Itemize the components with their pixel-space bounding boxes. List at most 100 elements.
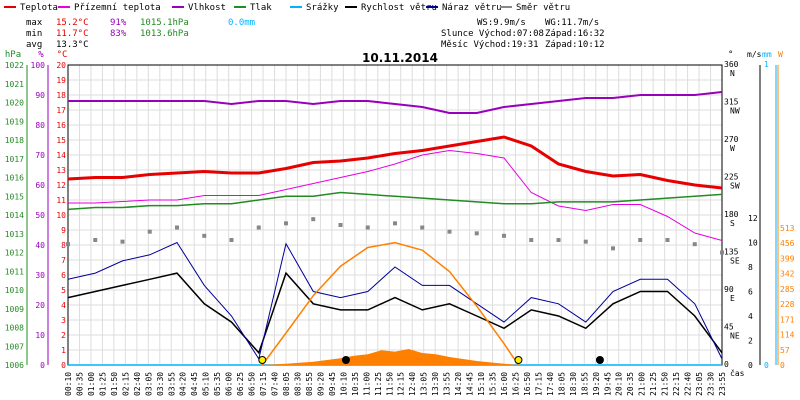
pressure-tick-label: 1020 <box>5 99 24 108</box>
stats-max-temp: 15.2°C <box>56 18 89 28</box>
x-tick-label: 16:50 <box>523 372 532 396</box>
x-tick-label: 14:45 <box>466 372 475 396</box>
stats-avg-temp: 13.3°C <box>56 40 89 50</box>
wind-dir-point <box>583 239 588 244</box>
wind-dir-point <box>474 231 479 236</box>
wind-speed-info: WS:9.9m/s <box>477 18 526 28</box>
x-tick-label: 10:35 <box>351 372 360 396</box>
wind-ms-tick-label: 12 <box>748 214 758 223</box>
x-tick-label: 15:35 <box>489 372 498 396</box>
humidity-tick-label: 50 <box>35 211 45 220</box>
x-tick-label: 15:10 <box>477 372 486 396</box>
x-tick-label: 00:10 <box>64 372 73 396</box>
wind-dir-point <box>365 225 370 230</box>
x-tick-label: 17:15 <box>534 372 543 396</box>
wind-ms-axis-label: m/s <box>747 50 762 59</box>
solar-tick-label: 399 <box>780 254 795 263</box>
legend-label: Směr větru <box>516 3 570 13</box>
pressure-tick-label: 1019 <box>5 117 24 126</box>
x-tick-label: 20:35 <box>626 372 635 396</box>
x-tick-label: 01:25 <box>98 372 107 396</box>
solar-tick-label: 228 <box>780 300 795 309</box>
pressure-tick-label: 1010 <box>5 286 24 295</box>
pressure-tick-label: 1012 <box>5 249 24 258</box>
wind-dir-tick-label: 360 <box>724 60 739 69</box>
x-tick-label: 07:15 <box>259 372 268 396</box>
wind-dir-point <box>120 239 125 244</box>
wind-dir-point <box>638 238 643 242</box>
wind-gust-info: WG:11.7m/s <box>545 18 599 28</box>
wind-dir-tick-label: SW <box>730 182 740 191</box>
moonset-marker <box>341 356 350 364</box>
wind-dir-point <box>202 233 207 238</box>
x-tick-label: 06:00 <box>225 372 234 396</box>
x-tick-label: 13:55 <box>443 372 452 396</box>
solar-tick-label: 171 <box>780 315 795 324</box>
wind-dir-tick-label: 45 <box>724 323 734 332</box>
x-tick-label: 05:35 <box>213 372 222 396</box>
wind-dir-point <box>311 217 316 222</box>
x-tick-label: 23:05 <box>695 372 704 396</box>
pressure-tick-label: 1007 <box>5 342 24 351</box>
x-tick-label: 11:50 <box>385 372 394 396</box>
temperature-tick-label: 4 <box>61 301 66 310</box>
wind-ms-tick-label: 8 <box>748 263 753 272</box>
wind-dir-tick-label: NW <box>730 107 740 116</box>
x-tick-label: 14:20 <box>454 372 463 396</box>
solar-tick-label: 342 <box>780 270 795 279</box>
pressure-tick-label: 1008 <box>5 324 24 333</box>
x-tick-label: 19:20 <box>592 372 601 396</box>
chart-title: 10.11.2014 <box>362 51 438 65</box>
rain-tick-label: 0 <box>764 361 769 370</box>
wind-dir-point <box>529 238 534 242</box>
humidity-tick-label: 60 <box>35 181 45 190</box>
wind-dir-tick-label: 0 <box>724 360 729 369</box>
temperature-tick-label: 6 <box>61 271 66 280</box>
wind-dir-tick-label: 135 <box>724 248 739 257</box>
solar-radiation-area <box>261 349 518 365</box>
rain-tick-label: 1 <box>764 60 769 69</box>
series-line <box>261 241 520 366</box>
sunset-marker <box>514 356 523 364</box>
pressure-tick-label: 1021 <box>5 80 24 89</box>
plot-area: hPa1006100710081009101010111012101310141… <box>5 50 795 396</box>
rain-axis-label: mm <box>762 50 772 59</box>
x-tick-label: 23:55 <box>718 372 727 396</box>
humidity-tick-label: 10 <box>35 331 45 340</box>
wind-ms-tick-label: 2 <box>748 337 753 346</box>
wind-dir-point <box>393 221 397 226</box>
temperature-tick-label: 19 <box>56 76 66 85</box>
x-tick-label: 18:55 <box>580 372 589 396</box>
sunrise-marker <box>258 356 267 364</box>
wind-dir-point <box>338 223 343 227</box>
x-tick-label: 01:00 <box>87 372 96 396</box>
x-tick-label: 23:30 <box>707 372 716 396</box>
humidity-tick-label: 40 <box>35 241 45 250</box>
wind-dir-point <box>147 229 152 234</box>
wind-dir-point <box>66 242 70 247</box>
wind-dir-point <box>502 233 506 238</box>
x-tick-label: 01:50 <box>110 372 119 396</box>
legend-label: Rychlost větru <box>361 3 437 13</box>
wind-dir-tick-label: 225 <box>724 173 739 182</box>
solar-tick-label: 57 <box>780 346 790 355</box>
wind-dir-point <box>665 238 670 242</box>
solar-tick-label: 114 <box>780 331 795 340</box>
moonrise-info: Měsíc Východ:19:31 <box>441 40 539 50</box>
stats-min-temp: 11.7°C <box>56 29 89 39</box>
temperature-tick-label: 18 <box>56 91 66 100</box>
humidity-tick-label: 100 <box>31 61 46 70</box>
chart-legend: Teplota Přízemní teplota Vlhkost Tlak Srážky… <box>4 3 570 13</box>
stats-max-hum: 91% <box>110 18 127 28</box>
temperature-tick-label: 11 <box>56 196 66 205</box>
moonset-info: Západ:10:12 <box>545 40 605 50</box>
legend-label: Teplota <box>20 3 58 13</box>
temperature-tick-label: 16 <box>56 121 66 130</box>
solar-tick-label: 513 <box>780 224 795 233</box>
temperature-tick-label: 2 <box>61 331 66 340</box>
x-tick-label: 22:40 <box>684 372 693 396</box>
x-tick-label: 06:25 <box>236 372 245 396</box>
wind-dir-point <box>447 229 452 234</box>
x-tick-label: 17:40 <box>546 372 555 396</box>
pressure-tick-label: 1022 <box>5 61 24 70</box>
